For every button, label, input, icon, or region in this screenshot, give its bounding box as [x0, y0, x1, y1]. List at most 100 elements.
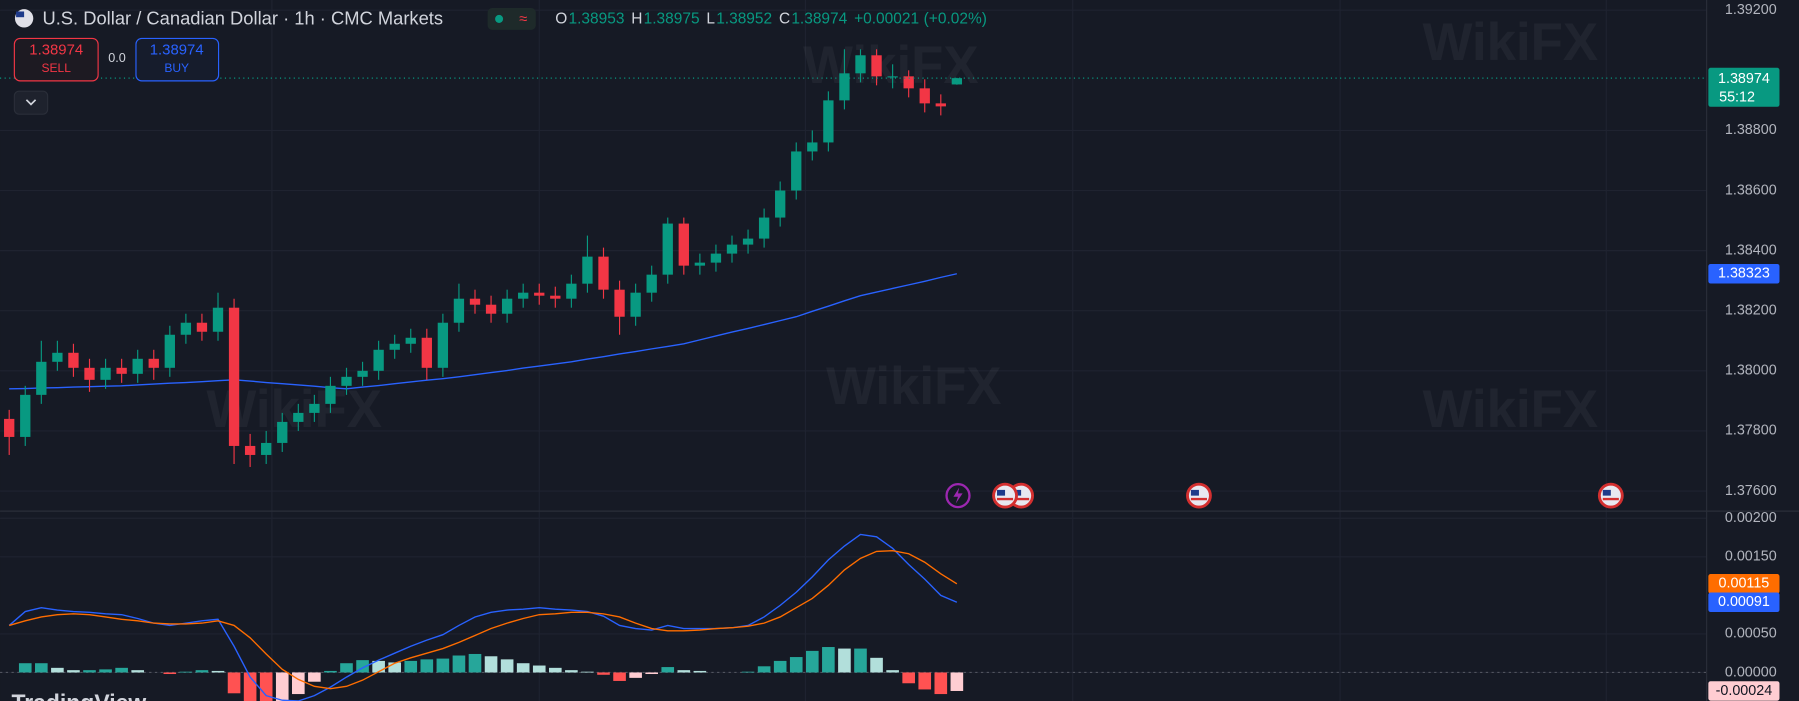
ohlc-value: 1.38953	[569, 11, 625, 28]
candle-body	[807, 142, 818, 152]
macd-pane	[0, 533, 1707, 701]
event-icon[interactable]	[992, 482, 1018, 509]
candle-body	[421, 337, 432, 368]
histogram-bar	[275, 672, 289, 701]
histogram-bar	[516, 663, 530, 673]
spread: 0.0	[108, 51, 126, 65]
symbol-icon	[16, 11, 25, 18]
ohlc-value: 1.38952	[716, 11, 772, 28]
candle-body	[582, 256, 593, 284]
event-icon[interactable]	[945, 483, 971, 509]
logo: TradingView	[11, 690, 146, 701]
histogram-bar	[693, 670, 707, 673]
watermark: WikiFX	[826, 357, 1001, 416]
watermark: WikiFX	[1423, 13, 1598, 72]
histogram-bar	[549, 667, 562, 673]
histogram-bar	[420, 659, 434, 673]
price-tag-label: 1.38974	[1718, 71, 1770, 87]
histogram-bar	[597, 672, 610, 675]
price-pane	[0, 49, 1707, 467]
histogram-bar	[452, 655, 466, 673]
status-pill[interactable]	[487, 8, 536, 30]
candle-body	[758, 217, 770, 239]
event-icon[interactable]	[1186, 482, 1212, 509]
histogram-bar	[18, 663, 32, 673]
histogram-bar	[35, 663, 48, 673]
candle-body	[775, 190, 786, 218]
candle-body	[68, 352, 79, 368]
price-tag	[1708, 264, 1780, 284]
histogram-bar	[805, 650, 819, 673]
y-tick-label: 1.37600	[1725, 483, 1777, 499]
candle-body	[164, 334, 175, 368]
candle-body	[919, 88, 930, 104]
histogram-bar	[629, 672, 642, 678]
candle-body	[855, 55, 866, 74]
symbol-title[interactable]: U.S. Dollar / Canadian Dollar · 1h · CMC…	[42, 7, 443, 28]
price-tag-label: 0.00091	[1718, 594, 1770, 610]
candle-body	[662, 223, 673, 275]
candle-body	[277, 421, 288, 443]
ohlc-key: L	[706, 11, 715, 28]
candle-body	[501, 298, 513, 314]
candle-body	[36, 361, 47, 395]
histogram-bar	[613, 672, 626, 681]
candle-body	[887, 76, 898, 78]
histogram-bar	[195, 670, 209, 673]
candle-body	[678, 223, 689, 266]
candle-body	[293, 412, 304, 422]
buy-button[interactable]	[135, 37, 220, 82]
watermark: WikiFX	[1423, 380, 1598, 439]
price-tag-label: -0.00024	[1716, 683, 1773, 699]
event-icon[interactable]	[1597, 482, 1624, 509]
candle-body	[309, 403, 320, 413]
macd-line	[9, 549, 958, 690]
ohlc-value: 1.38974	[791, 11, 847, 28]
candle-body	[228, 307, 240, 446]
candle-body	[485, 304, 497, 314]
histogram-bar	[484, 656, 498, 673]
ohlc: O1.38953 H1.38975 L1.38952 C1.38974 +0.00021…	[555, 11, 987, 28]
events	[945, 482, 1624, 509]
sell-button[interactable]	[13, 37, 99, 82]
collapse-button[interactable]	[13, 90, 49, 115]
buy-price: 1.38974	[150, 42, 204, 58]
histogram-bar	[243, 672, 257, 701]
histogram-bar	[99, 669, 112, 673]
histogram-bar	[645, 672, 658, 675]
candle-body	[357, 370, 368, 377]
y-tick-label: 0.00000	[1725, 664, 1777, 680]
histogram-bar	[854, 648, 867, 673]
histogram-bar	[918, 672, 932, 690]
candle-body	[261, 442, 272, 455]
countdown: 55:12	[1719, 89, 1755, 105]
histogram-bar	[211, 670, 225, 673]
macd-line	[8, 533, 958, 701]
histogram-bar	[822, 647, 835, 673]
histogram-bar	[532, 665, 546, 673]
candle-body	[4, 418, 15, 437]
y-tick-label: 1.38600	[1725, 182, 1777, 198]
candle-body	[341, 376, 352, 386]
candle-body	[389, 343, 400, 350]
candle-body	[405, 337, 416, 344]
histogram-bar	[308, 672, 321, 682]
candle-body	[437, 322, 449, 368]
candle-body	[373, 349, 384, 371]
vertical-grid	[271, 0, 1607, 701]
moving-average	[9, 273, 958, 390]
histogram-bar	[565, 670, 578, 673]
candle-body	[791, 151, 802, 191]
histogram-bar	[757, 666, 771, 673]
histogram-bar	[179, 671, 193, 673]
candle-body	[742, 238, 754, 245]
candle-body	[646, 274, 657, 293]
status-icon: ≈	[519, 11, 527, 27]
candle-body	[132, 358, 143, 374]
candle-body	[116, 367, 127, 374]
watermark: WikiFX	[803, 36, 978, 95]
chevron	[25, 99, 37, 106]
histogram-bar	[163, 672, 177, 675]
change: +0.00021	[854, 11, 919, 28]
histogram-bar	[227, 672, 241, 694]
